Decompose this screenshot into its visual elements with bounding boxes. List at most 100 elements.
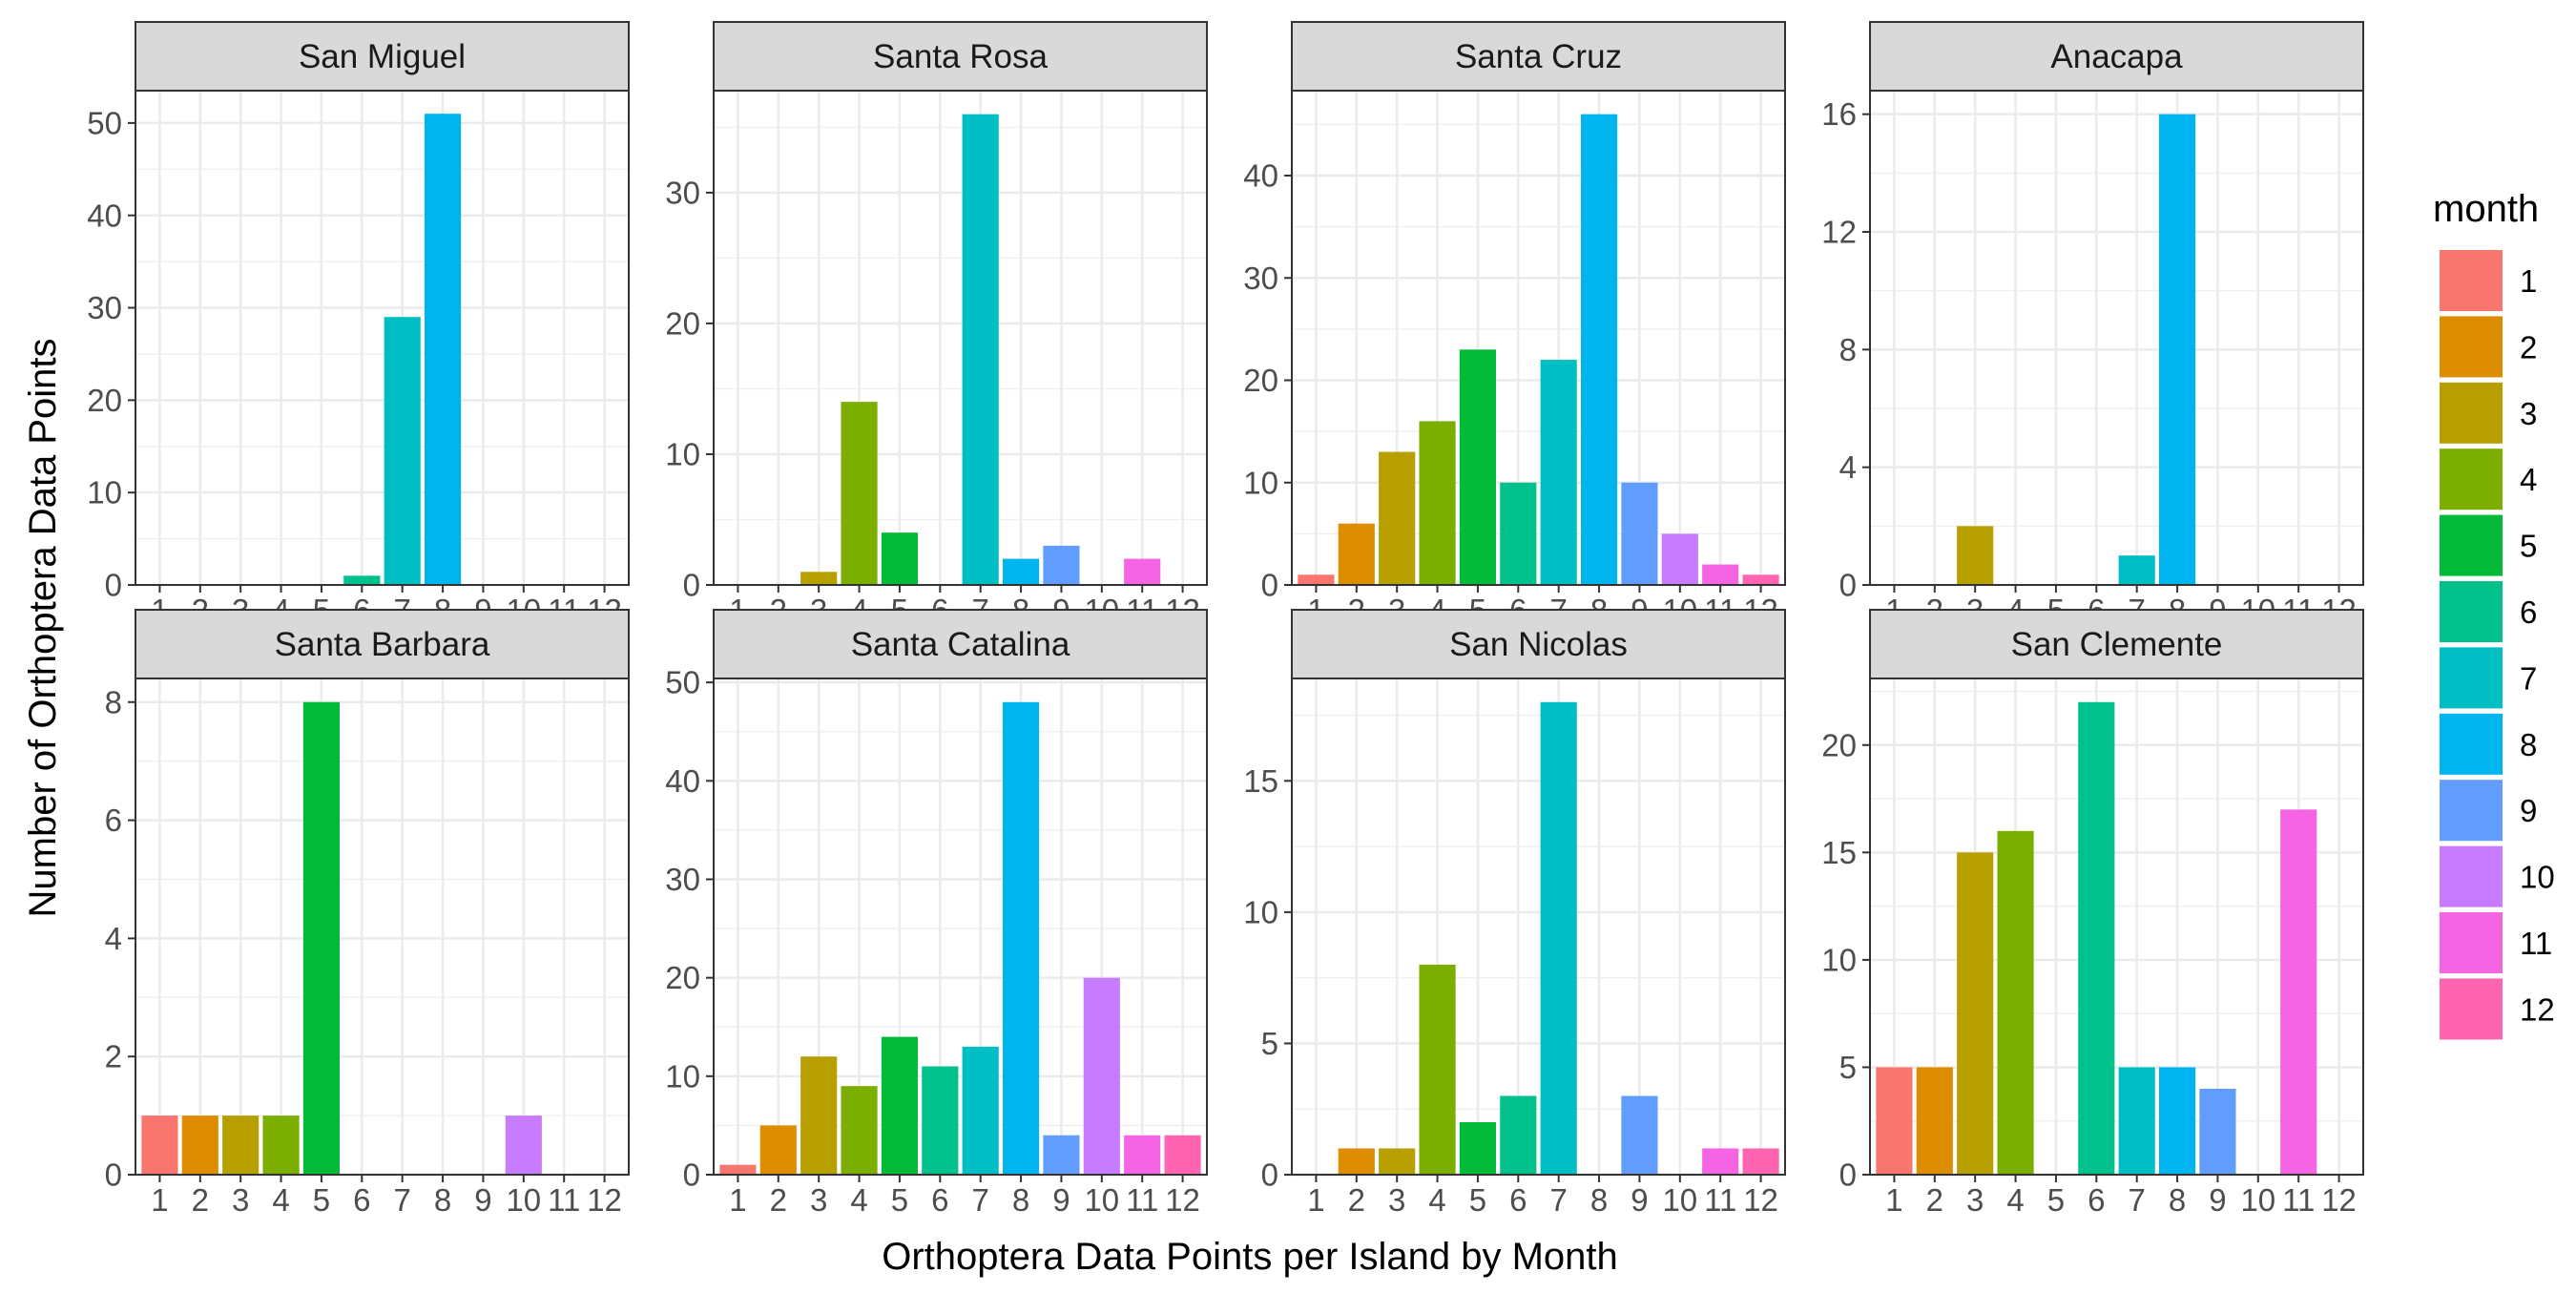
legend-key-3 — [2440, 382, 2503, 444]
facet-strip-anacapa — [1869, 21, 2364, 92]
bar-anacapa-month-8 — [2158, 114, 2196, 586]
x-tick-label: 6 — [353, 1182, 370, 1218]
bar-santa-catalina-month-3 — [800, 1056, 838, 1175]
legend-key-9 — [2440, 780, 2503, 842]
y-tick-label: 0 — [683, 1157, 700, 1193]
legend-label-5: 5 — [2520, 529, 2537, 564]
bar-santa-rosa-month-5 — [881, 532, 919, 585]
x-tick-label: 12 — [2321, 1182, 2357, 1218]
bar-san-nicolas-month-3 — [1379, 1148, 1416, 1175]
facet-title-anacapa: Anacapa — [2050, 38, 2183, 75]
panel-background-santa-barbara — [135, 678, 629, 1175]
bar-santa-rosa-month-3 — [800, 572, 838, 585]
x-tick-label: 5 — [313, 1182, 330, 1218]
bar-santa-cruz-month-3 — [1379, 451, 1416, 585]
x-tick-label: 8 — [2169, 1182, 2186, 1218]
bar-santa-catalina-month-10 — [1083, 977, 1120, 1175]
bar-santa-cruz-month-6 — [1500, 482, 1537, 585]
y-tick-label: 50 — [87, 105, 122, 140]
x-tick-label: 1 — [1307, 1182, 1324, 1218]
facet-strip-san-nicolas — [1291, 609, 1786, 679]
panel-background-san-miguel — [135, 91, 629, 585]
x-axis-title: Orthoptera Data Points per Island by Mon… — [882, 1236, 1618, 1278]
legend-label-1: 1 — [2520, 263, 2537, 299]
facet-title-santa-cruz: Santa Cruz — [1455, 38, 1622, 75]
bar-san-nicolas-month-2 — [1338, 1148, 1375, 1175]
facet-strip-santa-rosa — [713, 21, 1208, 92]
x-tick-label: 11 — [1704, 1182, 1736, 1218]
x-tick-label: 7 — [972, 1182, 989, 1218]
y-tick-label: 10 — [1821, 942, 1857, 977]
x-tick-label: 5 — [2047, 1182, 2065, 1218]
y-tick-label: 10 — [665, 437, 700, 472]
x-tick-label: 9 — [1052, 1182, 1070, 1218]
y-tick-label: 50 — [665, 665, 700, 700]
legend-label-3: 3 — [2520, 396, 2537, 431]
panel-background-santa-catalina — [714, 678, 1207, 1175]
x-tick-label: 3 — [232, 1182, 249, 1218]
y-tick-label: 5 — [1839, 1050, 1857, 1085]
legend-key-11 — [2440, 912, 2503, 973]
bar-san-clemente-month-3 — [1957, 852, 1994, 1175]
bar-san-clemente-month-6 — [2078, 701, 2115, 1175]
bar-santa-catalina-month-7 — [962, 1046, 999, 1175]
facet-title-santa-catalina: Santa Catalina — [851, 626, 1070, 663]
bar-san-nicolas-month-12 — [1742, 1148, 1779, 1175]
legend-key-12 — [2440, 978, 2503, 1040]
bar-santa-rosa-month-4 — [841, 402, 878, 585]
bar-san-nicolas-month-4 — [1419, 964, 1456, 1175]
x-tick-label: 12 — [1165, 1182, 1200, 1218]
bar-santa-barbara-month-4 — [262, 1116, 300, 1175]
bar-santa-rosa-month-9 — [1043, 545, 1080, 585]
bar-santa-cruz-month-1 — [1298, 574, 1335, 585]
y-axis-title: Number of Orthoptera Data Points — [22, 339, 64, 918]
x-tick-label: 10 — [506, 1182, 541, 1218]
bar-santa-barbara-month-10 — [505, 1116, 542, 1175]
facet-title-san-clemente: San Clemente — [2011, 626, 2223, 663]
x-tick-label: 12 — [587, 1182, 622, 1218]
x-tick-label: 9 — [2209, 1182, 2226, 1218]
legend-label-7: 7 — [2520, 660, 2537, 696]
legend-key-1 — [2440, 250, 2503, 311]
panel-background-anacapa — [1870, 91, 2363, 585]
y-tick-label: 0 — [1839, 568, 1857, 603]
facet-strip-san-clemente — [1869, 609, 2364, 679]
bar-san-nicolas-month-11 — [1702, 1148, 1739, 1175]
bar-santa-catalina-month-12 — [1164, 1135, 1201, 1175]
y-tick-label: 20 — [665, 305, 700, 341]
x-tick-label: 10 — [1662, 1182, 1697, 1218]
x-tick-label: 11 — [2282, 1182, 2315, 1218]
panel-background-santa-rosa — [714, 91, 1207, 585]
y-tick-label: 30 — [1243, 261, 1278, 296]
facet-strip-san-miguel — [135, 21, 630, 92]
bar-san-nicolas-month-7 — [1540, 701, 1577, 1175]
facet-title-san-nicolas: San Nicolas — [1449, 626, 1628, 663]
x-tick-label: 9 — [474, 1182, 491, 1218]
x-tick-label: 1 — [151, 1182, 168, 1218]
facet-title-santa-rosa: Santa Rosa — [873, 38, 1048, 75]
x-tick-label: 8 — [434, 1182, 451, 1218]
x-tick-label: 7 — [1550, 1182, 1568, 1218]
y-tick-label: 0 — [683, 568, 700, 603]
y-tick-label: 15 — [1821, 835, 1857, 870]
legend-key-8 — [2440, 713, 2503, 775]
bar-santa-catalina-month-1 — [719, 1164, 757, 1175]
bar-santa-cruz-month-8 — [1580, 114, 1618, 586]
x-tick-label: 3 — [1966, 1182, 1984, 1218]
legend-key-6 — [2440, 581, 2503, 642]
x-tick-label: 11 — [1126, 1182, 1158, 1218]
y-tick-label: 16 — [1821, 96, 1857, 132]
y-tick-label: 40 — [87, 198, 122, 233]
panel-background-san-nicolas — [1292, 678, 1785, 1175]
y-tick-label: 0 — [1839, 1157, 1857, 1193]
bar-santa-catalina-month-2 — [759, 1125, 797, 1175]
y-tick-label: 2 — [105, 1039, 122, 1074]
y-tick-label: 0 — [1261, 568, 1278, 603]
y-tick-label: 30 — [665, 175, 700, 210]
legend-label-2: 2 — [2520, 329, 2537, 365]
x-tick-label: 8 — [1590, 1182, 1608, 1218]
y-tick-label: 15 — [1243, 763, 1278, 799]
bar-santa-barbara-month-3 — [222, 1116, 260, 1175]
legend-key-2 — [2440, 316, 2503, 378]
